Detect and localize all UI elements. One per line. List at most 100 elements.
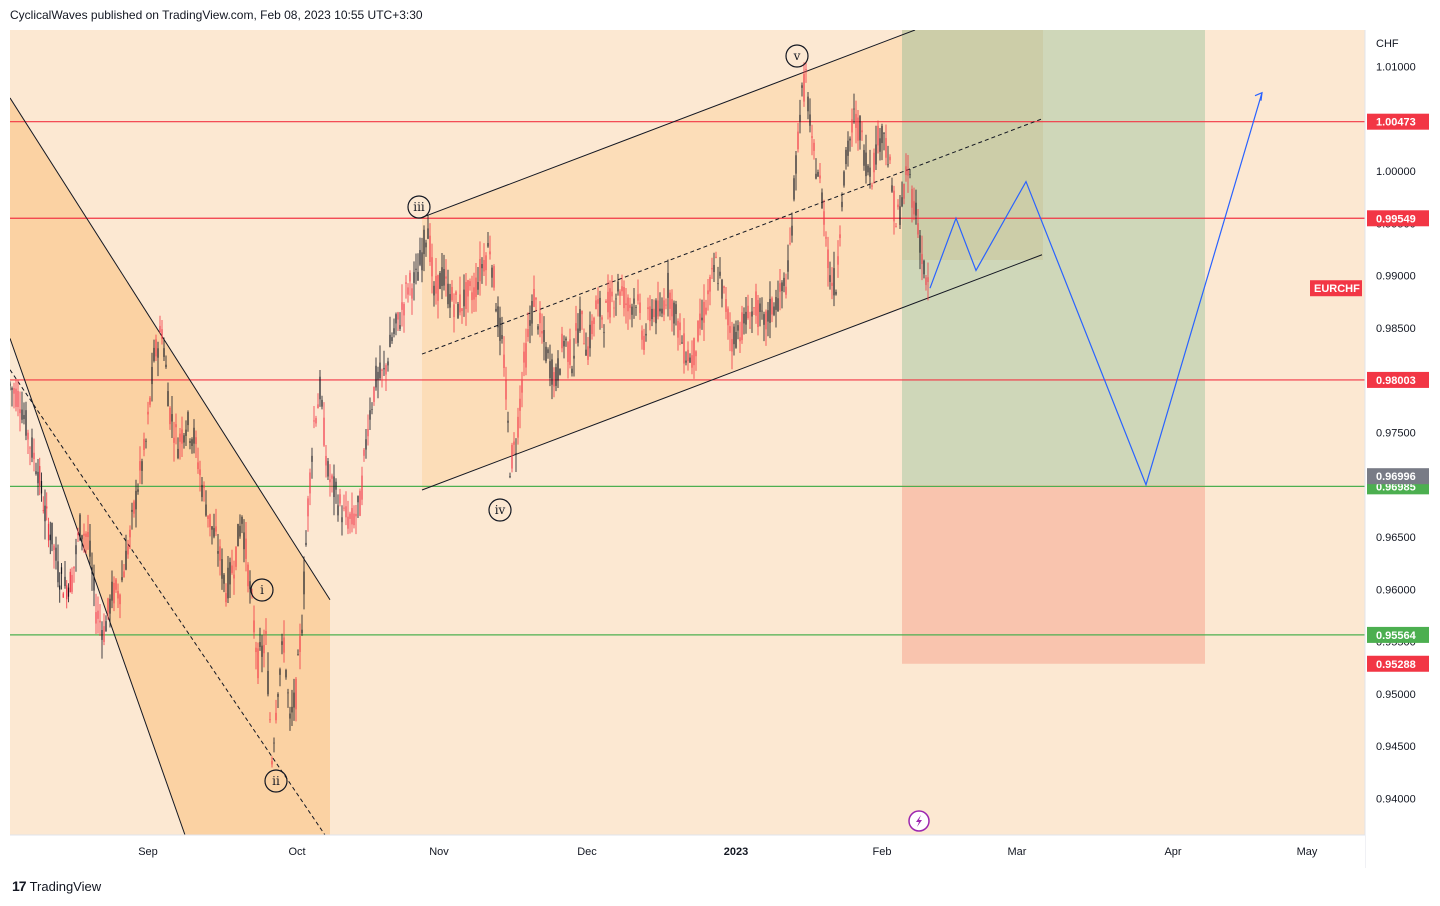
candle-body: [141, 461, 143, 471]
candle-body: [123, 571, 125, 578]
candle-body: [401, 302, 403, 310]
price-axis[interactable]: 1.010001.005001.000000.995000.990000.985…: [1376, 62, 1416, 806]
candle-body: [325, 455, 327, 466]
wave-label-circle: [488, 498, 512, 522]
candle-body: [259, 642, 261, 647]
tradingview-logo-icon[interactable]: 17: [12, 878, 27, 894]
candle-body: [127, 546, 129, 555]
candle-body: [519, 398, 521, 411]
candle-body: [507, 420, 509, 423]
price-tick: 1.01000: [1376, 62, 1416, 74]
lightning-icon[interactable]: [908, 810, 930, 832]
candle-body: [103, 626, 105, 642]
price-tick: 0.96500: [1376, 532, 1416, 544]
candle-body: [887, 164, 889, 166]
candle-body: [383, 368, 385, 370]
candle-body: [735, 331, 737, 348]
candle-body: [769, 298, 771, 323]
candle-body: [819, 175, 821, 179]
wave-label-circle: [785, 44, 809, 68]
candle-body: [261, 645, 263, 657]
candle-body: [411, 288, 413, 299]
candle-body: [461, 308, 463, 312]
candle-body: [235, 546, 237, 567]
candle-body: [347, 516, 349, 529]
candle-body: [453, 304, 455, 318]
time-axis[interactable]: Sep Oct Nov Dec 2023 Feb Mar Apr May: [138, 846, 1318, 858]
wave-label-circle: [407, 195, 431, 219]
candle-body: [661, 308, 663, 314]
candle-body: [279, 669, 281, 675]
candle-body: [603, 332, 605, 334]
candle-body: [385, 365, 387, 375]
candle-body: [741, 312, 743, 341]
candle-body: [275, 712, 277, 721]
candle-body: [121, 577, 123, 581]
candle-body: [231, 565, 233, 573]
candle-body: [295, 678, 297, 710]
candle-body: [663, 300, 665, 315]
candle-body: [46, 506, 48, 509]
candle-body: [597, 299, 599, 304]
candle-body: [503, 354, 505, 368]
candle-body: [753, 307, 755, 309]
candle-body: [187, 412, 189, 426]
candle-body: [511, 444, 513, 469]
candle-body: [17, 390, 19, 408]
candle-body: [721, 279, 723, 299]
candle-body: [881, 125, 883, 144]
price-axis-bg: [1365, 30, 1430, 868]
candle-body: [873, 152, 875, 173]
price-label-box: [1367, 371, 1429, 388]
candle-body: [62, 593, 64, 598]
candle-body: [329, 479, 331, 483]
candle-body: [775, 297, 777, 310]
candle-body: [521, 380, 523, 393]
stop-zone-red: [902, 485, 1205, 664]
candle-body: [543, 330, 545, 342]
candle-body: [37, 471, 39, 484]
candle-body: [781, 282, 783, 292]
candle-body: [831, 282, 833, 286]
price-label-box: [1367, 113, 1429, 130]
candle-body: [561, 333, 563, 349]
candle-body: [421, 252, 423, 271]
price-tick: 0.99000: [1376, 271, 1416, 283]
candle-body: [879, 138, 881, 152]
candle-body: [331, 475, 333, 479]
candle-body: [711, 268, 713, 270]
candle-body: [471, 292, 473, 301]
candle-body: [875, 144, 877, 165]
candle-body: [191, 439, 193, 446]
candle-body: [107, 598, 109, 613]
candle-body: [323, 417, 325, 446]
candle-body: [273, 742, 275, 744]
candle-body: [679, 322, 681, 331]
candle-body: [431, 257, 433, 277]
candle-body: [409, 272, 411, 282]
price-tick: 0.95000: [1376, 689, 1416, 701]
candle-body: [801, 85, 803, 88]
candle-body: [239, 525, 241, 537]
candle-body: [821, 192, 823, 209]
candle-body: [181, 429, 183, 444]
candle-body: [573, 355, 575, 359]
candle-body: [219, 546, 221, 561]
candle-body: [637, 294, 639, 301]
candle-body: [545, 346, 547, 362]
candle-body: [363, 449, 365, 456]
candle-body: [909, 173, 911, 175]
candle-body: [779, 283, 781, 292]
candle-body: [277, 694, 279, 697]
candle-body: [15, 388, 17, 407]
falling-channel-mid: [10, 369, 326, 836]
candle-body: [209, 514, 211, 528]
candle-body: [783, 277, 785, 286]
candle-body: [689, 357, 691, 363]
candle-body: [911, 188, 913, 208]
candle-body: [399, 325, 401, 329]
candle-body: [567, 342, 569, 362]
candle-body: [495, 308, 497, 312]
